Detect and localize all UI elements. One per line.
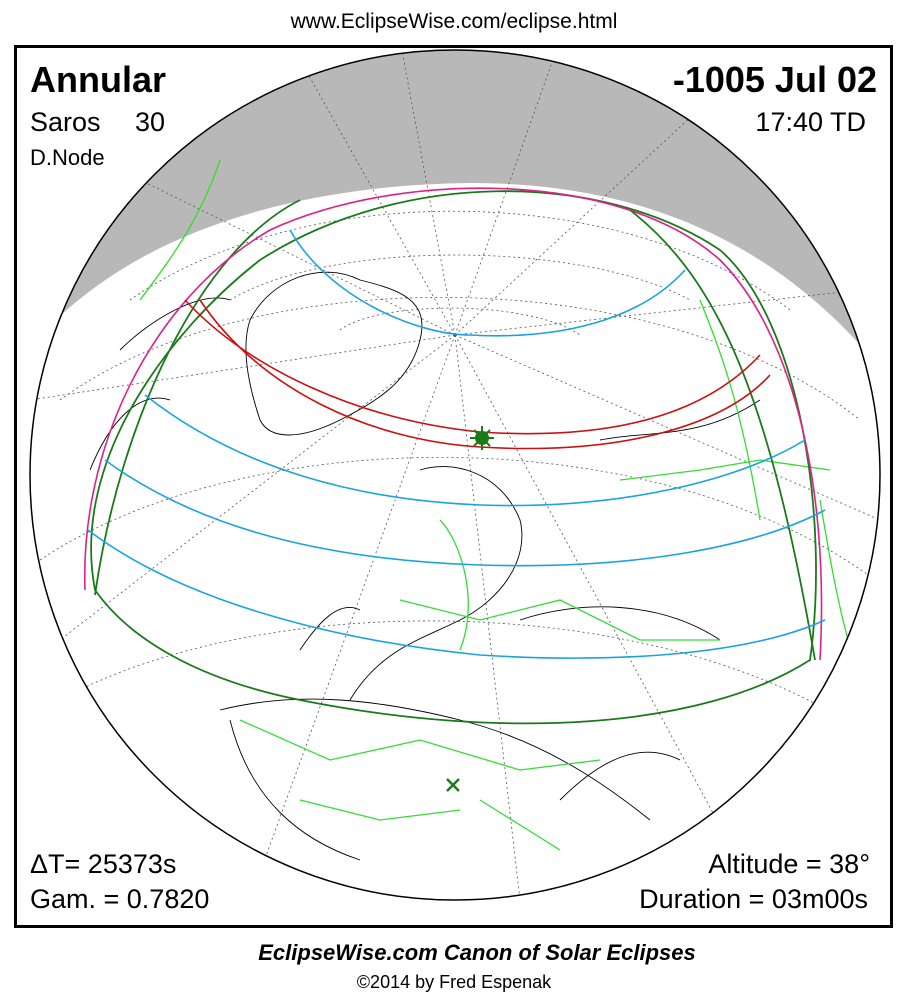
eclipse-type: Annular [30, 59, 166, 100]
penumbra-limit [90, 190, 817, 725]
duration: Duration = 03m00s [639, 884, 868, 914]
gamma: Gam. = 0.7820 [30, 884, 209, 914]
rise-set-curve [83, 187, 823, 661]
footer-copyright: ©2014 by Fred Espenak [357, 972, 552, 992]
sub-solar-marker [446, 778, 460, 792]
magnitude-curve [87, 529, 826, 659]
saros-label: Saros [30, 107, 101, 137]
magnitude-curve [104, 459, 826, 567]
globe [30, 50, 880, 900]
sunset-curve [629, 209, 816, 661]
greatest-eclipse-marker [470, 426, 494, 450]
footer-title: EclipseWise.com Canon of Solar Eclipses [258, 940, 696, 965]
altitude: Altitude = 38° [708, 849, 870, 879]
magnitude-curve [144, 394, 806, 507]
coastlines [89, 271, 761, 861]
night-shading [30, 50, 880, 380]
frame [14, 45, 893, 928]
eclipse-date: -1005 Jul 02 [673, 59, 877, 100]
annular-path-limit [199, 299, 771, 450]
saros-number: 30 [135, 107, 165, 137]
delta-t: ΔT= 25373s [30, 849, 176, 879]
magnitude-curve [289, 229, 686, 337]
sunrise-curve [94, 199, 301, 596]
header-url: www.EclipseWise.com/eclipse.html [290, 10, 618, 33]
globe-outline [29, 49, 881, 901]
node: D.Node [30, 145, 105, 170]
graticule [30, 50, 880, 900]
eclipse-time: 17:40 TD [755, 107, 866, 137]
borders [139, 159, 861, 851]
